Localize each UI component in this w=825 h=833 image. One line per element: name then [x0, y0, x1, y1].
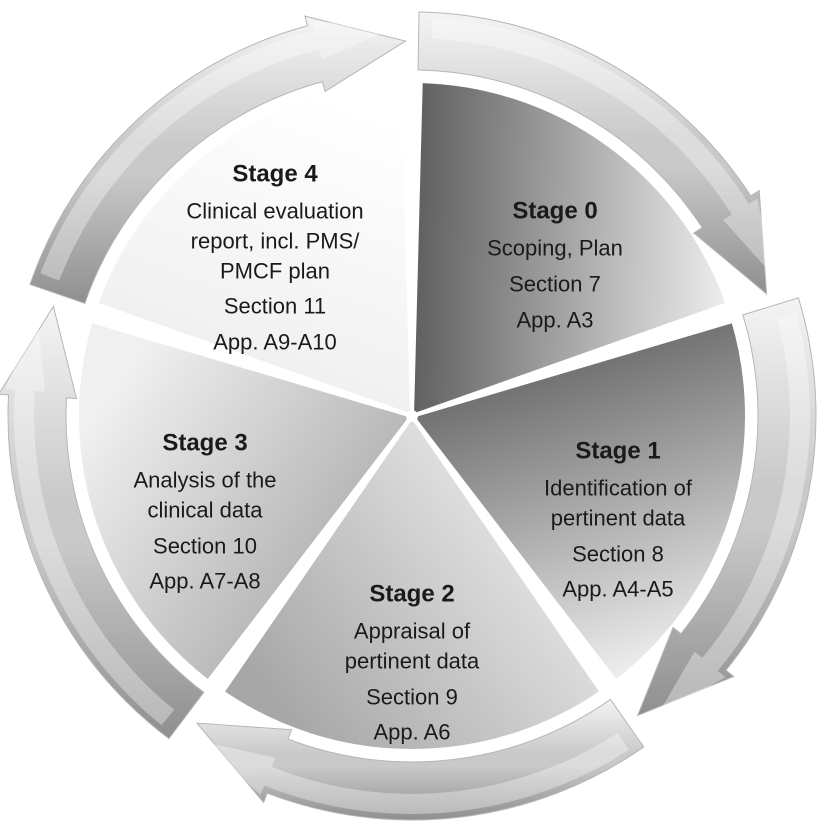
stage-app: App. A7-A8: [115, 567, 295, 597]
stage-title: Stage 1: [528, 435, 708, 467]
label-stage4: Stage 4 Clinical evaluation report, incl.…: [165, 159, 385, 358]
stage-title: Stage 0: [465, 195, 645, 227]
label-stage1: Stage 1 Identification of pertinent data S…: [528, 435, 708, 604]
stage-desc: Clinical evaluation report, incl. PMS/ P…: [165, 197, 385, 286]
stage-section: Section 11: [165, 292, 385, 322]
stage-section: Section 10: [115, 531, 295, 561]
cycle-diagram: Stage 0Scoping, PlanSection 7App. A3Stag…: [0, 0, 825, 833]
label-stage2: Stage 2 Appraisal of pertinent data Sectio…: [327, 578, 497, 747]
stage-desc: Scoping, Plan: [465, 234, 645, 264]
stage-title: Stage 3: [115, 427, 295, 459]
stage-section: Section 9: [327, 682, 497, 712]
stage-section: Section 7: [465, 269, 645, 299]
stage-app: App. A3: [465, 305, 645, 335]
stage-app: App. A4-A5: [528, 575, 708, 605]
stage-app: App. A6: [327, 718, 497, 748]
stage-section: Section 8: [528, 539, 708, 569]
label-stage0: Stage 0 Scoping, Plan Section 7 App. A3: [465, 195, 645, 334]
stage-app: App. A9-A10: [165, 328, 385, 358]
stage-desc: Identification of pertinent data: [528, 474, 708, 533]
stage-title: Stage 2: [327, 578, 497, 610]
stage-desc: Analysis of the clinical data: [115, 466, 295, 525]
stage-desc: Appraisal of pertinent data: [327, 617, 497, 676]
label-stage3: Stage 3 Analysis of the clinical data Sect…: [115, 427, 295, 596]
stage-title: Stage 4: [165, 159, 385, 191]
